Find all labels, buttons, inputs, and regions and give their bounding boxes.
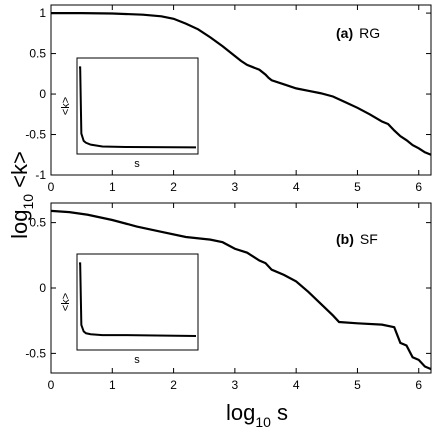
- panel-b-xtick-label: 3: [232, 378, 239, 392]
- shared-x-label: log10 s: [226, 400, 288, 430]
- panel-b-series-line: [50, 209, 432, 371]
- panel-a-xtick-label: 1: [109, 180, 116, 194]
- panel-b-inset-xlabel: s: [134, 354, 140, 366]
- panel-a-xtick-label: 4: [293, 180, 300, 194]
- panel-a-xtick-label: 3: [232, 180, 239, 194]
- panel-b-xtick-label: 0: [48, 378, 55, 392]
- panel-b: 0 1 2 3 4 5 6 -0.5 0 0.5 (b) SF s <k>: [25, 202, 432, 392]
- panel-b-xtick-label: 6: [415, 378, 422, 392]
- panel-a-inset: s <k>: [60, 57, 199, 170]
- panel-a-ticks: 0 1 2 3 4 5 6 -1 -0.5 0 0.5 1: [25, 5, 431, 194]
- shared-y-label: log10 <k>: [7, 151, 36, 239]
- panel-b-xtick-label: 2: [170, 378, 177, 392]
- panel-a-label: (a) RG: [336, 25, 380, 41]
- panel-b-ytick-label: -0.5: [25, 346, 46, 360]
- panel-b-xtick-label: 5: [354, 378, 361, 392]
- panel-a-ytick-label: 0.5: [29, 47, 46, 61]
- panel-a-xtick-label: 2: [170, 180, 177, 194]
- panel-b-ticks: 0 1 2 3 4 5 6 -0.5 0 0.5: [25, 203, 431, 392]
- panel-b-ytick-label: 0: [39, 281, 46, 295]
- panel-a-inset-line: [79, 66, 197, 149]
- panel-a: 0 1 2 3 4 5 6 -1 -0.5 0 0.5 1 (a) RG s <k>: [25, 4, 432, 194]
- panel-a-ytick-label: 1: [39, 6, 46, 20]
- panel-b-xtick-label: 1: [109, 378, 116, 392]
- panel-a-inset-xlabel: s: [134, 158, 140, 170]
- panel-a-xtick-label: 5: [354, 180, 361, 194]
- panel-b-xtick-label: 4: [293, 378, 300, 392]
- panel-b-inset-line: [79, 262, 197, 338]
- panel-b-inset: s <k>: [60, 253, 199, 366]
- panel-a-ytick-label: -1: [35, 168, 46, 182]
- panel-a-ytick-label: -0.5: [25, 128, 46, 142]
- panel-a-frame: [50, 4, 432, 176]
- panel-a-series-line: [51, 12, 432, 156]
- panel-a-ytick-label: 0: [39, 87, 46, 101]
- panel-a-xtick-label: 0: [48, 180, 55, 194]
- panel-a-xtick-label: 6: [415, 180, 422, 194]
- panel-a-inset-ylabel: <k>: [60, 97, 72, 115]
- panel-b-label: (b) SF: [336, 231, 378, 247]
- panel-b-inset-ylabel: <k>: [60, 293, 72, 311]
- panel-b-ytick-label: 0.5: [29, 216, 46, 230]
- panel-a-inset-frame: [76, 57, 199, 155]
